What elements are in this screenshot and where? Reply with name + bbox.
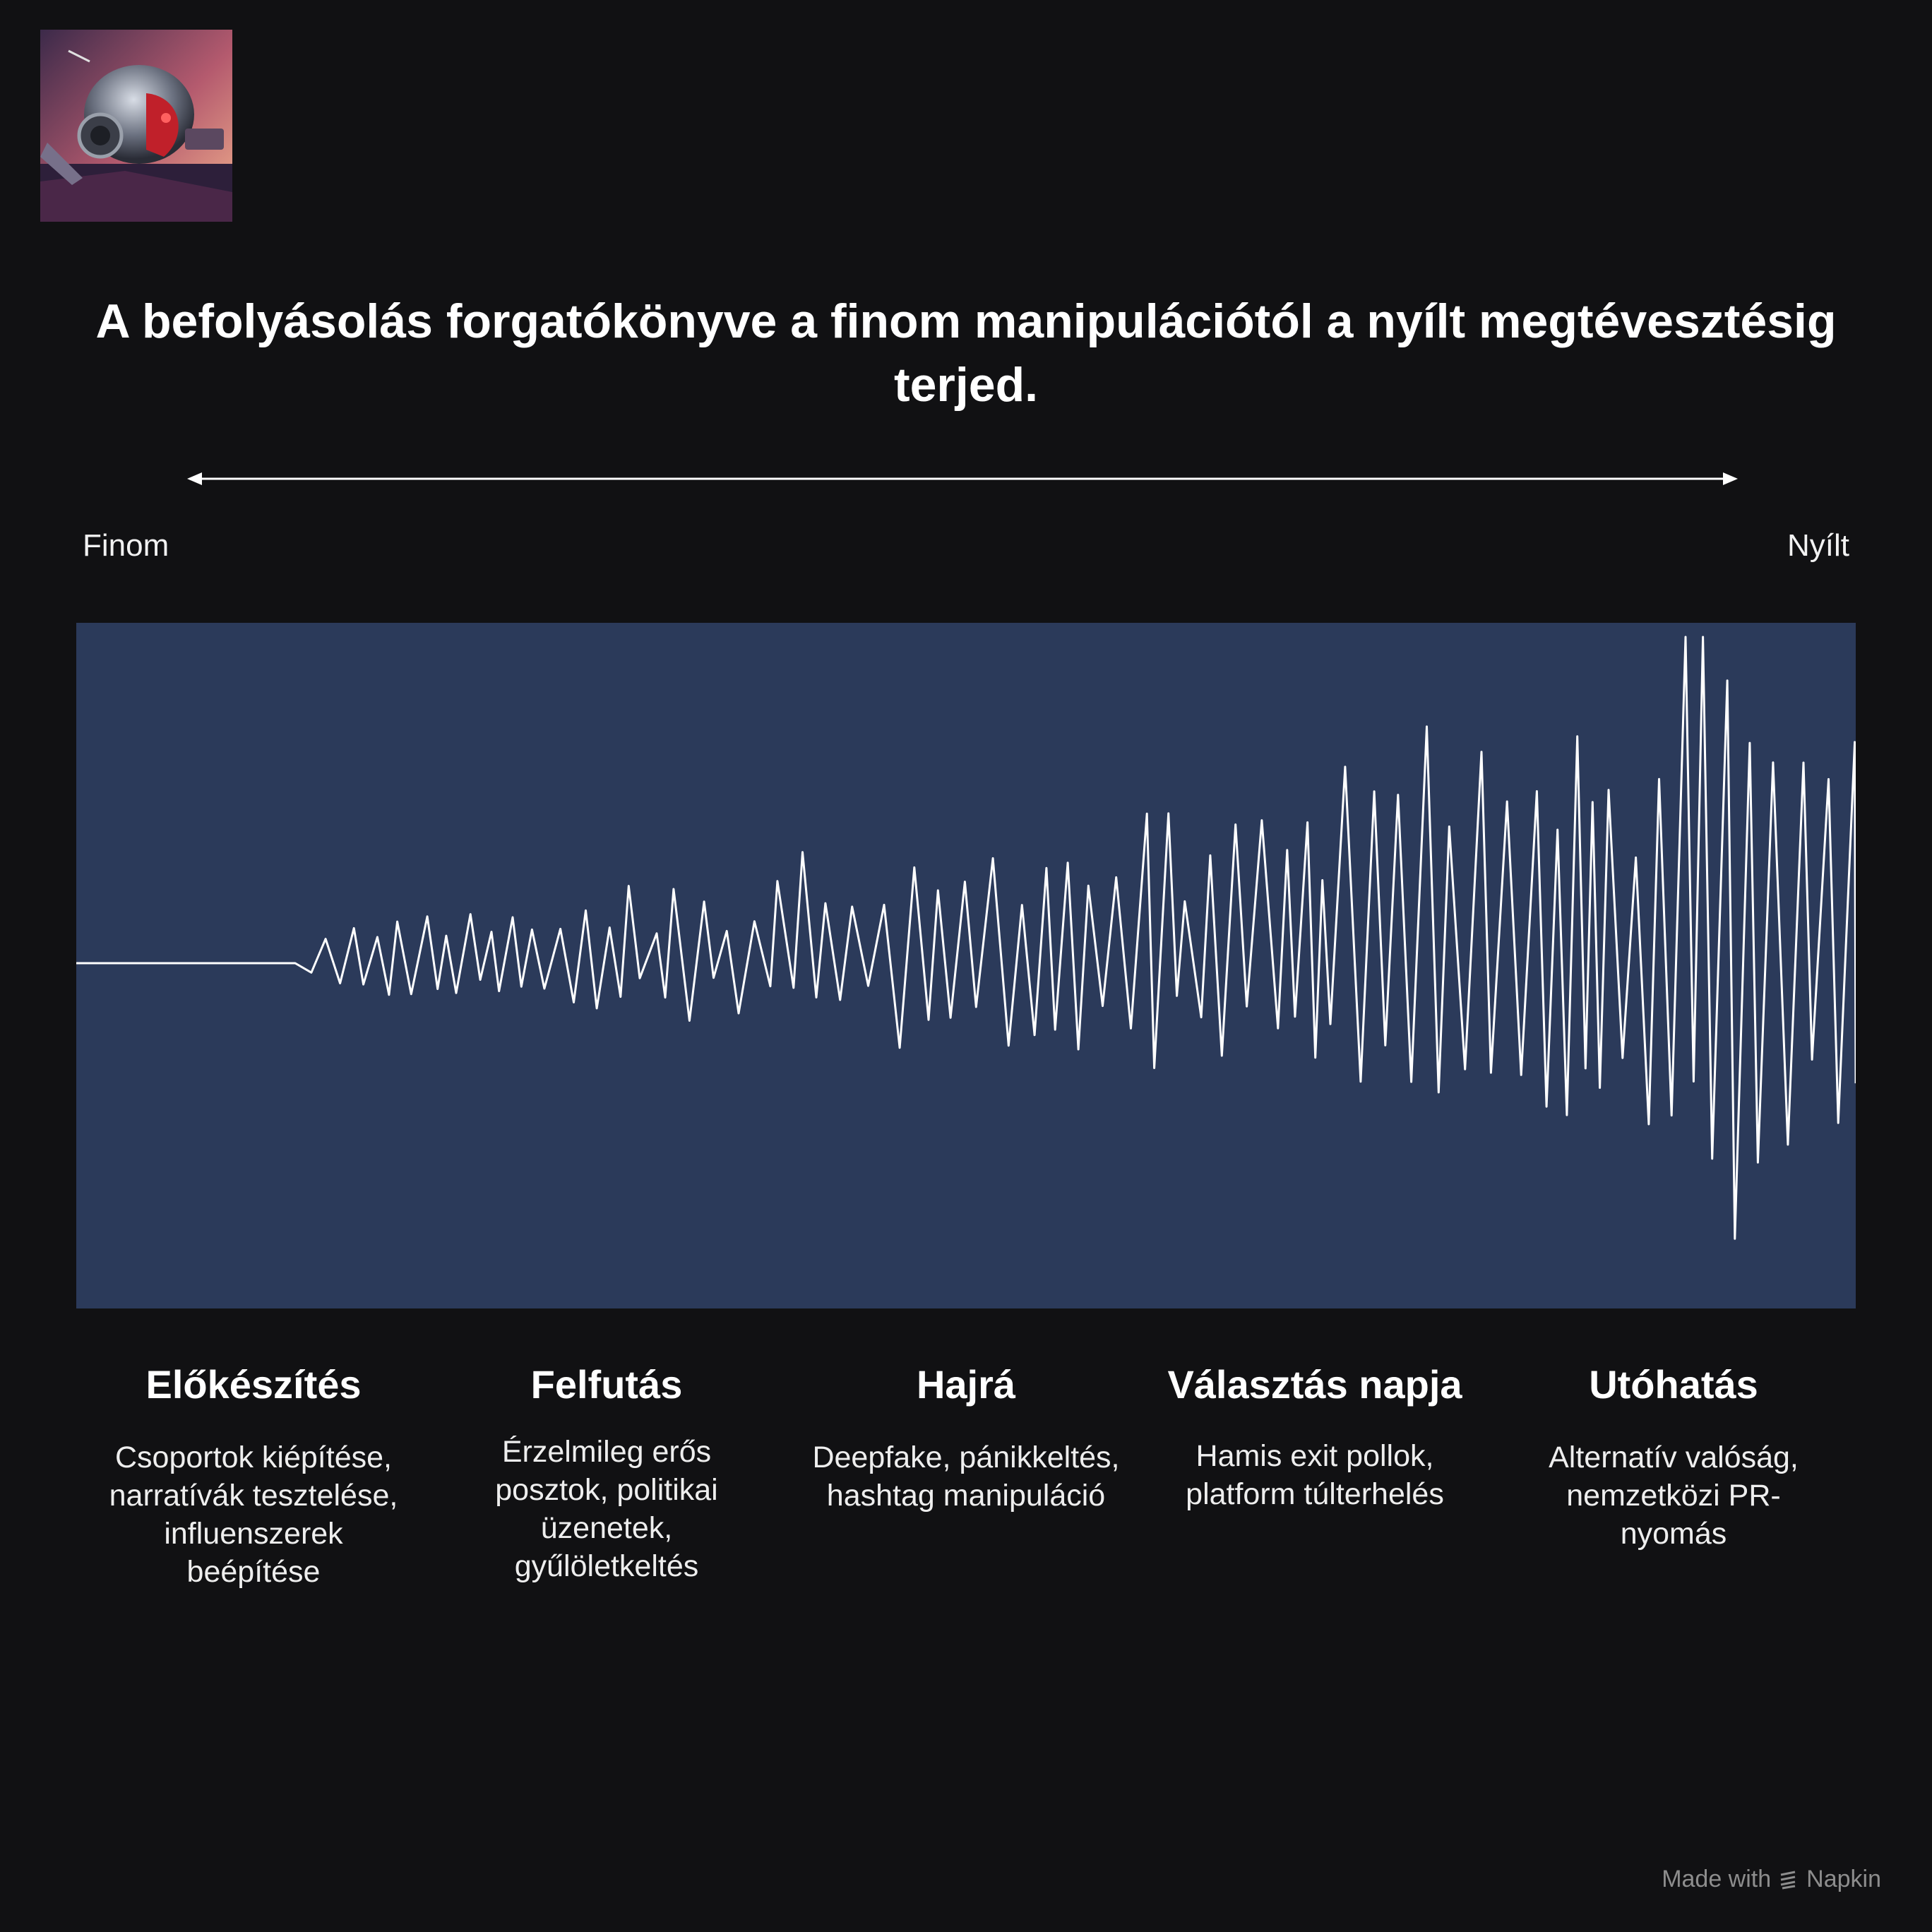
phase-description: Alternatív valóság, nemzetközi PR-nyomás [1549, 1441, 1799, 1551]
footer-brand[interactable]: Napkin [1806, 1866, 1881, 1892]
scale-label-subtle: Finom [83, 528, 169, 563]
phase-description: Hamis exit pollok, platform túlterhelés [1186, 1439, 1444, 1511]
phase-title: Választás napja [1167, 1362, 1462, 1407]
footer-made-with: Made with [1662, 1866, 1772, 1892]
footer-credit: Made with Napkin [1662, 1866, 1881, 1893]
phase-description: Csoportok kiépítése, narratívák tesztelé… [109, 1441, 398, 1589]
phase-description: Érzelmileg erős posztok, politikai üzene… [495, 1435, 718, 1583]
scale-label-open: Nyílt [1787, 528, 1849, 563]
phase-title: Utóhatás [1589, 1362, 1758, 1407]
napkin-logo-icon [1780, 1871, 1796, 1889]
waveform-icon [76, 636, 1856, 1240]
phase-ramp-up: Felfutás Érzelmileg erős posztok, politi… [451, 1359, 762, 1585]
phase-preparation: Előkészítés Csoportok kiépítése, narratí… [98, 1359, 409, 1591]
phase-election-day: Választás napja Hamis exit pollok, platf… [1167, 1359, 1463, 1513]
waveform-panel [76, 623, 1856, 1308]
waveform-line [76, 636, 1856, 1240]
phase-title: Felfutás [530, 1362, 683, 1407]
phase-title: Előkészítés [145, 1362, 362, 1407]
intensity-scale [0, 452, 1932, 508]
double-arrow-icon [187, 472, 1738, 485]
logo-image [40, 30, 232, 222]
phase-title: Hajrá [916, 1362, 1016, 1407]
robot-helmet-icon [40, 30, 232, 222]
phase-final-push: Hajrá Deepfake, pánikkeltés, hashtag man… [811, 1359, 1121, 1515]
phase-description: Deepfake, pánikkeltés, hashtag manipulác… [812, 1441, 1120, 1513]
phase-aftermath: Utóhatás Alternatív valóság, nemzetközi … [1518, 1359, 1829, 1553]
page-title: A befolyásolás forgatókönyve a finom man… [95, 294, 1837, 412]
